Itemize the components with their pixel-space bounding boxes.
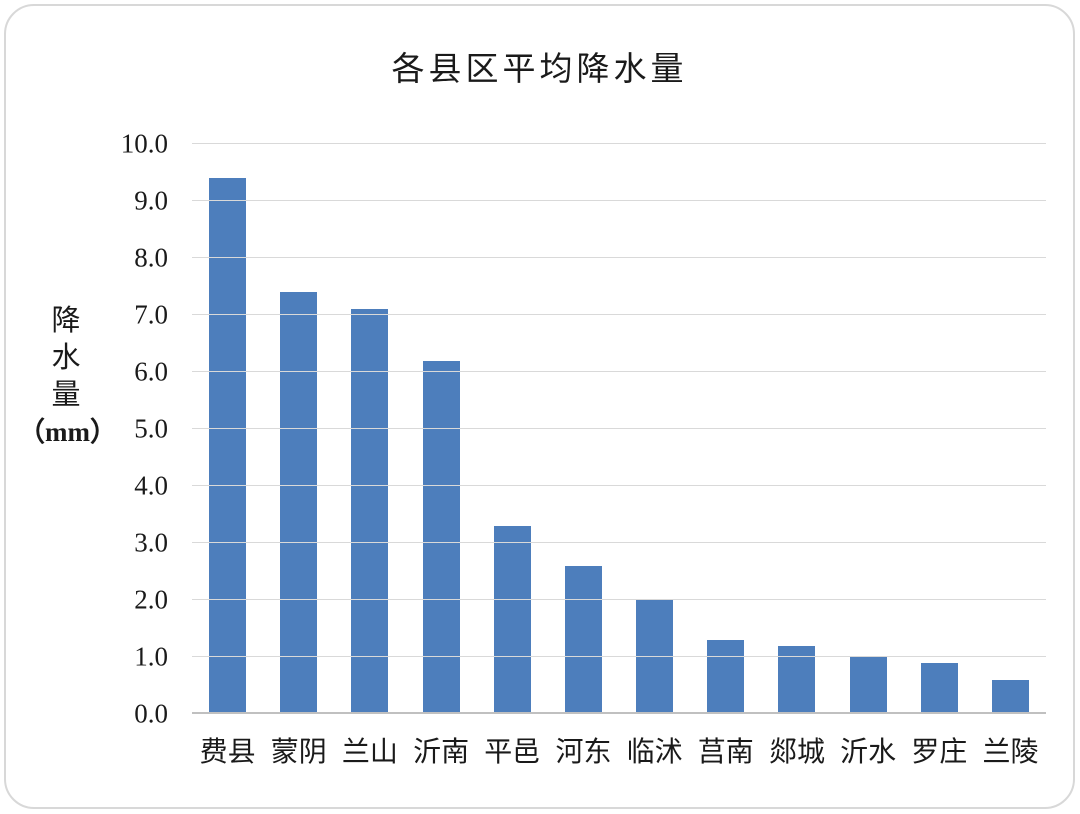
- y-tick-label: 10.0: [120, 128, 168, 159]
- bar-费县: [209, 178, 247, 714]
- bar-slot: [904, 144, 975, 714]
- x-category-label: 郯城: [768, 737, 825, 768]
- gridline: [192, 257, 1046, 258]
- gridline: [192, 143, 1046, 144]
- y-axis-title-char: 水: [51, 342, 81, 374]
- x-category-label: 莒南: [697, 737, 754, 768]
- x-category-label: 平邑: [484, 737, 541, 768]
- bar-平邑: [493, 525, 531, 714]
- gridline: [192, 485, 1046, 486]
- y-axis-title: 降水量 （mm）: [18, 303, 117, 451]
- y-tick-label: 8.0: [134, 242, 168, 273]
- y-tick-label: 3.0: [134, 527, 168, 558]
- gridline: [192, 314, 1046, 315]
- bar-郯城: [778, 645, 816, 714]
- x-category-label: 兰山: [341, 737, 398, 768]
- x-category-label: 罗庄: [911, 737, 968, 768]
- x-category-label: 临沭: [626, 737, 683, 768]
- y-tick-label: 6.0: [134, 356, 168, 387]
- x-category-label: 沂水: [840, 737, 897, 768]
- y-tick-label: 0.0: [134, 698, 168, 729]
- bars-row: [192, 144, 1046, 714]
- bar-slot: [548, 144, 619, 714]
- bar-slot: [619, 144, 690, 714]
- gridline: [192, 200, 1046, 201]
- chart-title: 各县区平均降水量: [391, 52, 688, 88]
- x-axis-line: [192, 712, 1046, 714]
- bar-蒙阴: [280, 292, 318, 714]
- bar-兰山: [351, 309, 389, 714]
- bar-slot: [334, 144, 405, 714]
- x-category-label: 蒙阴: [270, 737, 327, 768]
- bar-莒南: [707, 639, 745, 714]
- x-category-label: 沂南: [413, 737, 470, 768]
- plot-area: 0.0 1.0 2.0 3.0 4.0 5.0 6.0 7.0 8.0 9.0 10.0: [121, 129, 1046, 729]
- bar-沂南: [422, 360, 460, 714]
- bar-slot: [192, 144, 263, 714]
- bar-slot: [833, 144, 904, 714]
- y-axis-title-unit: （mm）: [18, 417, 117, 447]
- x-axis-labels: 费县 蒙阴 兰山 沂南 平邑 河东 临沭 莒南 郯城 沂水 罗庄 兰陵: [192, 730, 1046, 770]
- gridline: [192, 371, 1046, 372]
- y-axis-title-char: 量: [51, 379, 81, 411]
- bar-slot: [406, 144, 477, 714]
- chart-frame: 各县区平均降水量 降水量 （mm） 0.0 1.0 2.0 3.0 4.0 5.0 6.0 7.…: [4, 4, 1075, 809]
- bar-兰陵: [991, 679, 1029, 714]
- bar-临沭: [636, 600, 674, 714]
- x-category-label: 费县: [199, 737, 256, 768]
- y-tick-label: 1.0: [134, 641, 168, 672]
- bar-slot: [975, 144, 1046, 714]
- gridline: [192, 656, 1046, 657]
- gridline: [192, 428, 1046, 429]
- y-axis-title-char: 降: [51, 305, 81, 337]
- bar-slot: [690, 144, 761, 714]
- bar-沂水: [849, 657, 887, 714]
- gridline: [192, 599, 1046, 600]
- y-tick-label: 2.0: [134, 584, 168, 615]
- bar-slot: [263, 144, 334, 714]
- y-tick-label: 4.0: [134, 470, 168, 501]
- y-tick-label: 5.0: [134, 413, 168, 444]
- bar-罗庄: [920, 662, 958, 714]
- bar-slot: [477, 144, 548, 714]
- bar-河东: [564, 565, 602, 714]
- gridline: [192, 542, 1046, 543]
- bar-slot: [761, 144, 832, 714]
- x-category-label: 兰陵: [982, 737, 1039, 768]
- y-tick-label: 9.0: [134, 185, 168, 216]
- x-category-label: 河东: [555, 737, 612, 768]
- y-tick-label: 7.0: [134, 299, 168, 330]
